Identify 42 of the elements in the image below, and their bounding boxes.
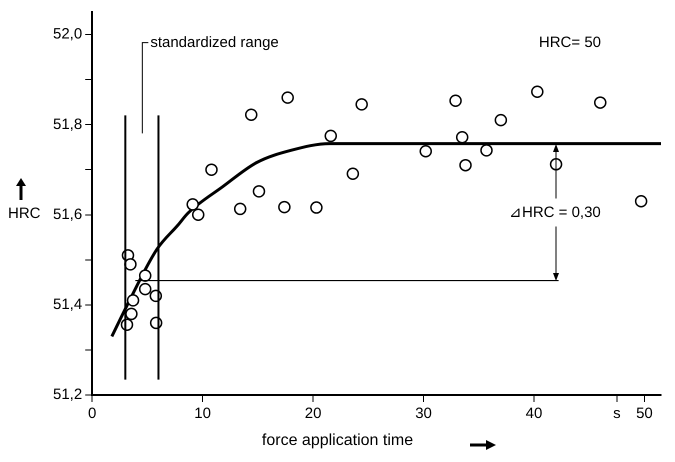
point (419, 144, 432, 158)
point (355, 98, 368, 111)
point (459, 158, 472, 172)
annotation: ⊿HRC = 0,30 (508, 203, 601, 222)
point (126, 294, 140, 307)
point (138, 269, 152, 282)
y-tick-label: 51,6 (52, 206, 82, 223)
point (205, 163, 218, 176)
x-tick-label: 10 (194, 405, 211, 422)
point (310, 201, 323, 214)
point (449, 94, 462, 108)
point (456, 131, 468, 144)
y-tick-label: 52,0 (52, 26, 82, 43)
x-tick-label: s (613, 405, 621, 422)
y-tick-label: 51,2 (52, 386, 82, 404)
point (192, 208, 204, 222)
x-tick-label: 30 (415, 405, 432, 422)
point (480, 144, 493, 157)
x-tick-label: 20 (304, 405, 322, 422)
point (234, 202, 246, 216)
y-tick-label: 51,8 (52, 116, 82, 133)
point (138, 282, 152, 296)
point (252, 185, 266, 198)
x-tick-label: 0 (88, 405, 96, 422)
point (346, 168, 360, 180)
point (281, 91, 294, 104)
point (244, 108, 258, 121)
point (125, 308, 138, 320)
y-tick-label: 51,4 (52, 296, 82, 314)
point (594, 96, 607, 109)
x-axis-title: force application time (262, 432, 414, 449)
point (278, 200, 291, 214)
point (494, 114, 508, 126)
point (324, 130, 338, 142)
ref-line-label: standardized range (150, 34, 279, 51)
point (186, 198, 199, 211)
point (634, 194, 648, 208)
point (531, 86, 544, 98)
x-tick-label: 40 (526, 405, 542, 422)
annotation: HRC= 50 (538, 34, 601, 51)
x-tick-label: 50 (636, 405, 653, 422)
y-axis-title: HRC (8, 205, 40, 222)
